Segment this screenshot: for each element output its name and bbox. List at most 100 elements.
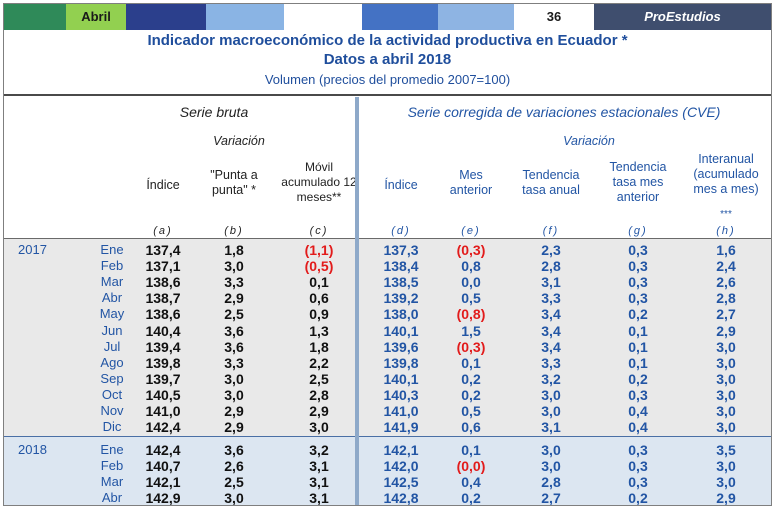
table-cell: 2,6 bbox=[716, 274, 736, 291]
month-label: May bbox=[99, 306, 125, 322]
header-rule bbox=[4, 94, 771, 96]
month-label: Feb bbox=[100, 458, 124, 473]
table-cell: 2,5 bbox=[224, 474, 244, 490]
table-cell: 137,3 bbox=[383, 242, 419, 258]
table-cell: 142,4 bbox=[145, 419, 181, 436]
month-label: Sep bbox=[100, 370, 124, 386]
table-cell: 0,3 bbox=[628, 274, 648, 291]
col-interanual: Interanual (acumulado mes a mes) bbox=[693, 152, 759, 196]
col-movil-acumulado: Móvil acumulado 12 meses** bbox=[281, 160, 357, 204]
table-cell: 3,0 bbox=[716, 419, 736, 436]
table-cell: 0,1 bbox=[628, 354, 648, 371]
table-cell: 140,7 bbox=[145, 458, 181, 474]
table-cell: 3,1 bbox=[309, 474, 329, 490]
table-cell: 2,7 bbox=[716, 306, 736, 323]
bar-segment-navy bbox=[126, 4, 206, 30]
variacion-left-heading: Variación bbox=[213, 134, 265, 148]
report-page: Abril 36 ProEstudios Indicador macroecon… bbox=[3, 3, 772, 506]
table-cell: 0,1 bbox=[461, 442, 481, 458]
table-cell: (0,8) bbox=[456, 306, 486, 323]
table-cell: 1,8 bbox=[309, 338, 329, 355]
year-label: 2018 bbox=[18, 442, 47, 457]
table-cell: 0,5 bbox=[461, 290, 481, 307]
page-number: 36 bbox=[514, 4, 594, 30]
report-subtitle: Datos a abril 2018 bbox=[323, 51, 452, 68]
year-label: 2017 bbox=[18, 242, 47, 257]
table-cell: 3,5 bbox=[716, 442, 736, 458]
brand-label: ProEstudios bbox=[594, 4, 771, 30]
table-cell: (0,5) bbox=[304, 258, 334, 275]
month-label: Abril bbox=[66, 4, 126, 30]
table-cell: 3,1 bbox=[309, 458, 329, 474]
table-cell: 2,8 bbox=[541, 258, 561, 275]
table-cell: 2,9 bbox=[224, 419, 244, 436]
table-cell: 0,5 bbox=[461, 403, 481, 419]
table-cell: 3,0 bbox=[716, 458, 736, 474]
month-label: Jul bbox=[103, 338, 121, 354]
month-label: Mar bbox=[100, 474, 124, 489]
table-cell: 3,1 bbox=[541, 274, 561, 291]
table-cell: 142,4 bbox=[145, 442, 181, 458]
table-top-rule bbox=[4, 238, 771, 239]
table-cell: 2,2 bbox=[309, 354, 329, 371]
table-cell: 0,6 bbox=[309, 290, 329, 307]
table-cell: 140,5 bbox=[145, 386, 181, 403]
table-cell: 139,2 bbox=[383, 290, 419, 307]
table-cell: 139,7 bbox=[145, 370, 181, 387]
table-cell: 142,0 bbox=[383, 458, 419, 474]
letter-e: (e) bbox=[461, 225, 481, 237]
table-cell: 2,9 bbox=[716, 322, 736, 339]
table-cell: 142,1 bbox=[383, 442, 419, 458]
table-cell: 0,4 bbox=[628, 403, 648, 419]
table-cell: 2,6 bbox=[224, 458, 244, 474]
table-cell: 141,0 bbox=[383, 403, 419, 419]
table-cell: 0,4 bbox=[628, 419, 648, 436]
table-cell: 3,3 bbox=[541, 290, 561, 307]
letter-d: (d) bbox=[391, 225, 411, 237]
month-label: Mar bbox=[100, 274, 124, 290]
table-cell: 0,0 bbox=[461, 274, 481, 291]
bar-segment-white bbox=[284, 4, 362, 30]
report-title: Indicador macroeconómico de la actividad… bbox=[147, 32, 628, 49]
table-cell: 140,4 bbox=[145, 322, 181, 339]
table-cell: 138,5 bbox=[383, 274, 419, 291]
table-cell: 3,0 bbox=[224, 258, 244, 275]
section-separator bbox=[355, 97, 359, 505]
bar-segment-sky bbox=[206, 4, 284, 30]
letter-a: (a) bbox=[153, 225, 173, 237]
table-cell: 3,0 bbox=[224, 490, 244, 506]
year-divider bbox=[4, 436, 771, 437]
month-label: Oct bbox=[101, 386, 123, 402]
table-cell: 3,0 bbox=[541, 458, 561, 474]
table-cell: 0,2 bbox=[461, 370, 481, 387]
table-cell: 0,6 bbox=[461, 419, 481, 436]
bar-segment-lightblue bbox=[438, 4, 514, 30]
table-cell: 3,0 bbox=[541, 442, 561, 458]
table-cell: 3,6 bbox=[224, 322, 244, 339]
letter-g: (g) bbox=[628, 225, 648, 237]
report-units: Volumen (precios del promedio 2007=100) bbox=[264, 72, 511, 87]
table-cell: 0,3 bbox=[628, 386, 648, 403]
table-cell: 1,6 bbox=[716, 242, 736, 258]
table-cell: 139,4 bbox=[145, 338, 181, 355]
month-label: Jun bbox=[101, 322, 123, 338]
col-indice-bruta: Índice bbox=[146, 178, 180, 192]
table-cell: 2,8 bbox=[716, 290, 736, 307]
table-cell: 0,2 bbox=[461, 386, 481, 403]
month-label: Feb bbox=[100, 258, 124, 274]
table-cell: 0,3 bbox=[628, 442, 648, 458]
table-cell: 3,3 bbox=[224, 354, 244, 371]
table-cell: 140,1 bbox=[383, 322, 419, 339]
col-tendencia-anual: Tendencia tasa anual bbox=[522, 168, 580, 197]
table-cell: 1,3 bbox=[309, 322, 329, 339]
table-cell: 142,1 bbox=[145, 474, 181, 490]
table-cell: 1,8 bbox=[224, 242, 244, 258]
year-2017-band bbox=[4, 239, 771, 436]
table-cell: 2,5 bbox=[309, 370, 329, 387]
table-cell: 0,3 bbox=[628, 290, 648, 307]
letter-b: (b) bbox=[224, 225, 244, 237]
table-cell: 3,0 bbox=[224, 370, 244, 387]
table-cell: 138,6 bbox=[145, 306, 181, 323]
table-cell: 3,0 bbox=[716, 474, 736, 490]
table-cell: 137,1 bbox=[145, 258, 181, 275]
